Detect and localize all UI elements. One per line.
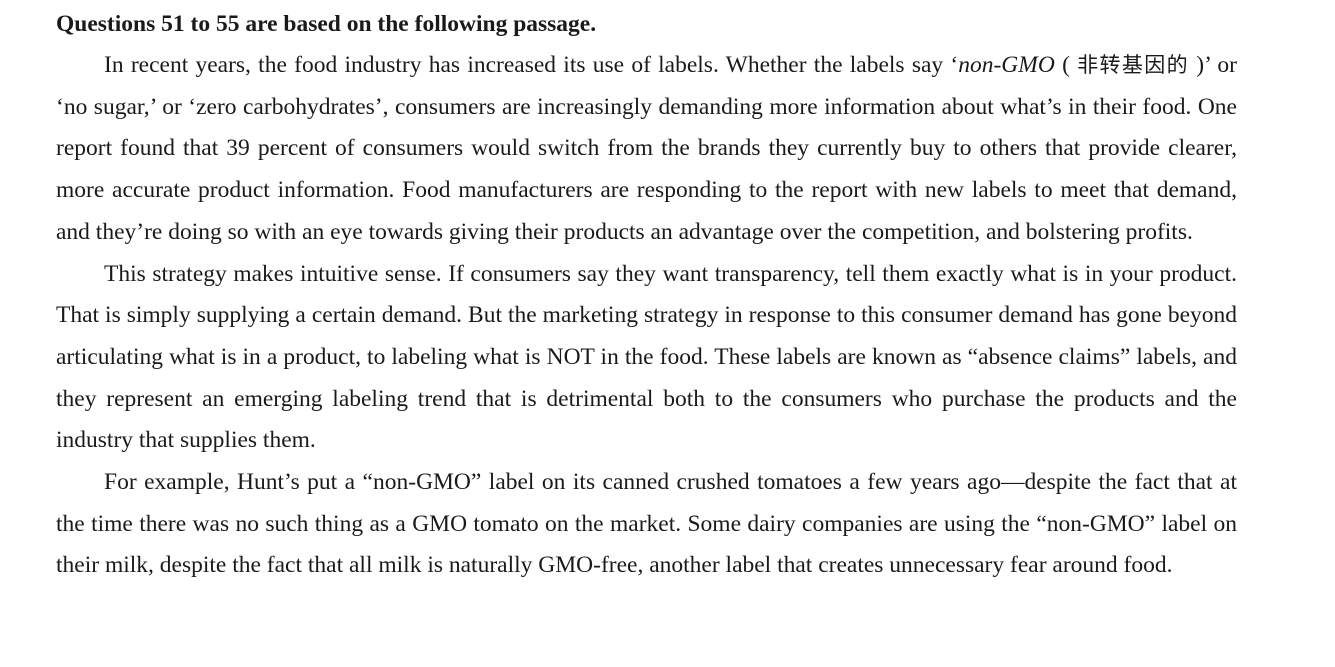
paragraph-1: In recent years, the food industry has i… — [56, 45, 1237, 254]
passage-page: Questions 51 to 55 are based on the foll… — [56, 4, 1237, 587]
paragraph-3: For example, Hunt’s put a “non-GMO” labe… — [56, 469, 1237, 579]
paragraph-1-italic-term: non-GMO — [958, 52, 1055, 78]
passage-heading: Questions 51 to 55 are based on the foll… — [56, 11, 597, 37]
paragraph-2: This strategy makes intuitive sense. If … — [56, 260, 1237, 454]
paragraph-1-text-a: In recent years, the food industry has i… — [104, 52, 959, 78]
paragraph-1-text-b: ( — [1054, 52, 1078, 78]
paragraph-1-text-c: )’ or ‘no sugar,’ or ‘zero carbohydrates… — [56, 52, 1238, 245]
paragraph-1-chinese-gloss: 非转基因的 — [1077, 53, 1190, 77]
